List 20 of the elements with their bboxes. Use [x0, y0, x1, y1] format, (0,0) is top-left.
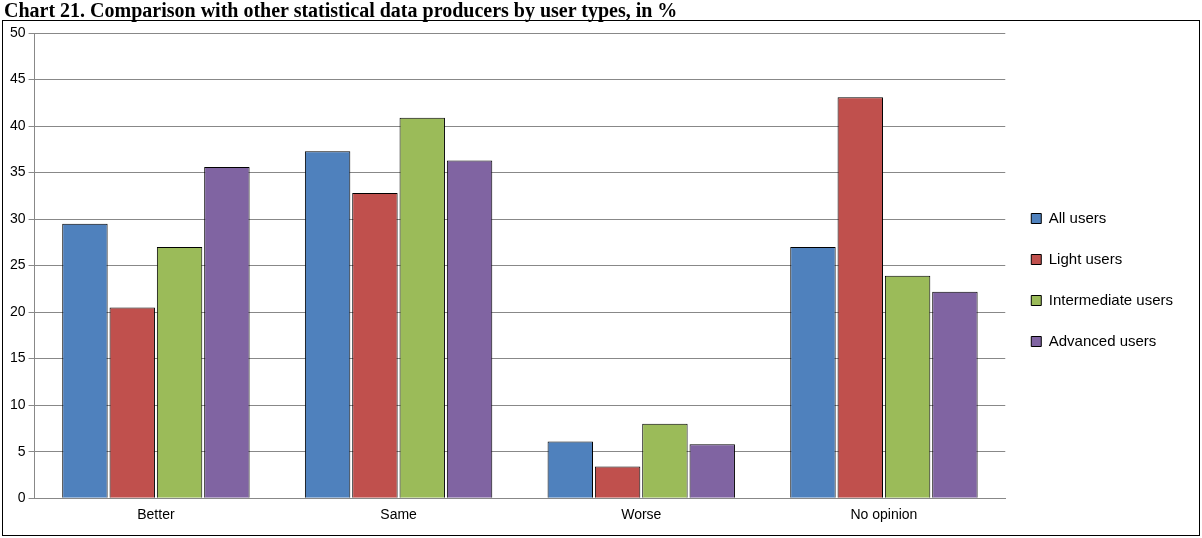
chart-title: Chart 21. Comparison with other statistical data producers by user types, in % [4, 0, 679, 22]
y-tick-label: 45 [9, 70, 26, 87]
y-tick-label: 35 [9, 163, 26, 180]
y-tick-label: 25 [9, 256, 26, 273]
x-tick-label: Worse [621, 506, 662, 523]
y-tick-label: 50 [9, 23, 26, 40]
legend-label: Intermediate users [1048, 290, 1174, 308]
legend-label: Light users [1048, 249, 1123, 267]
y-tick-label: 30 [9, 209, 26, 226]
y-tick-label: 15 [9, 349, 26, 366]
x-tick-label: Same [380, 506, 418, 523]
y-tick-label: 40 [9, 116, 26, 133]
x-tick-label: No opinion [850, 506, 918, 523]
legend-label: Advanced users [1048, 331, 1157, 349]
y-tick-label: 10 [9, 396, 26, 413]
x-tick-label: Better [137, 506, 175, 523]
y-tick-label: 0 [17, 489, 26, 506]
legend-label: All users [1048, 208, 1107, 226]
y-tick-label: 5 [17, 442, 26, 459]
y-tick-label: 20 [9, 302, 26, 319]
